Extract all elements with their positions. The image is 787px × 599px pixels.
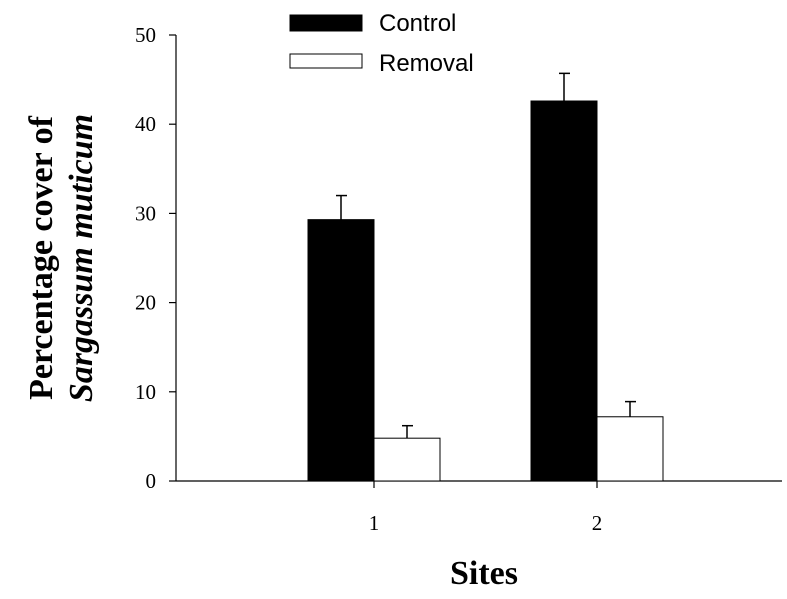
- x-tick-label: 1: [369, 511, 380, 535]
- legend-label-removal: Removal: [379, 50, 474, 77]
- legend-swatch-control: [289, 14, 363, 32]
- legend: Control Removal: [289, 10, 474, 77]
- y-tick-label: 20: [135, 291, 156, 315]
- y-tick-label: 50: [135, 23, 156, 47]
- y-tick-label: 0: [146, 469, 157, 493]
- y-tick-label: 30: [135, 201, 156, 225]
- bar-control-site-2: [530, 100, 598, 482]
- y-axis-title-line2: Sargassum muticum: [63, 114, 100, 402]
- y-tick-label: 10: [135, 380, 156, 404]
- y-tick-label: 40: [135, 112, 156, 136]
- x-tick-label: 2: [592, 511, 603, 535]
- y-axis-title: Percentage cover of Sargassum muticum: [23, 114, 100, 402]
- legend-swatch-removal: [289, 53, 363, 69]
- legend-label-control: Control: [379, 10, 456, 37]
- bars: [307, 100, 664, 482]
- y-axis-title-line1: Percentage cover of: [23, 115, 60, 399]
- y-ticks: 0 10 20 30 40 50: [135, 23, 176, 493]
- bar-removal-site-2: [596, 416, 664, 482]
- bar-control-site-1: [307, 219, 375, 482]
- error-bars: [336, 72, 636, 439]
- x-axis-title: Sites: [450, 555, 518, 592]
- bar-removal-site-1: [373, 437, 441, 482]
